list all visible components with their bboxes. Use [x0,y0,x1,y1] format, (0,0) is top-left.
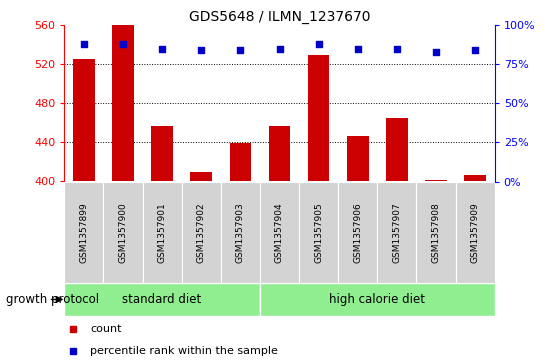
Text: GSM1357906: GSM1357906 [353,202,362,263]
Point [236,48,245,53]
Text: GSM1357907: GSM1357907 [392,202,401,263]
Point [119,41,127,47]
Bar [299,182,338,283]
Text: high calorie diet: high calorie diet [329,293,425,306]
Point [353,46,362,52]
Bar [221,182,260,283]
Bar [386,118,408,182]
Text: GSM1357909: GSM1357909 [471,202,480,263]
Point [79,41,88,47]
Bar [269,126,290,182]
Bar [143,182,182,283]
Point [392,46,401,52]
Bar [338,182,377,283]
Point [275,46,284,52]
Bar [347,136,368,182]
Text: percentile rank within the sample: percentile rank within the sample [90,346,278,356]
Point [158,46,167,52]
Bar [456,182,495,283]
Point [432,49,440,55]
Text: GSM1357899: GSM1357899 [79,202,88,263]
Bar [103,182,143,283]
Bar [308,55,329,182]
Point [197,48,206,53]
Text: GSM1357900: GSM1357900 [119,202,127,263]
Bar [182,182,221,283]
Text: GSM1357903: GSM1357903 [236,202,245,263]
Text: growth protocol: growth protocol [6,293,99,306]
Text: GSM1357908: GSM1357908 [432,202,440,263]
Bar [230,143,251,182]
Text: GSM1357902: GSM1357902 [197,202,206,263]
Bar [151,126,173,182]
Point [314,41,323,47]
Bar [260,182,299,283]
Bar [112,25,134,182]
Text: GSM1357901: GSM1357901 [158,202,167,263]
Bar [73,58,94,182]
Bar [64,283,260,316]
Text: standard diet: standard diet [122,293,202,306]
Bar [425,180,447,182]
Bar [416,182,456,283]
Bar [260,283,495,316]
Text: GSM1357905: GSM1357905 [314,202,323,263]
Bar [465,175,486,182]
Point [471,48,480,53]
Text: GSM1357904: GSM1357904 [275,202,284,263]
Bar [64,182,103,283]
Text: count: count [90,324,122,334]
Bar [377,182,416,283]
Bar [191,172,212,182]
Title: GDS5648 / ILMN_1237670: GDS5648 / ILMN_1237670 [189,11,370,24]
